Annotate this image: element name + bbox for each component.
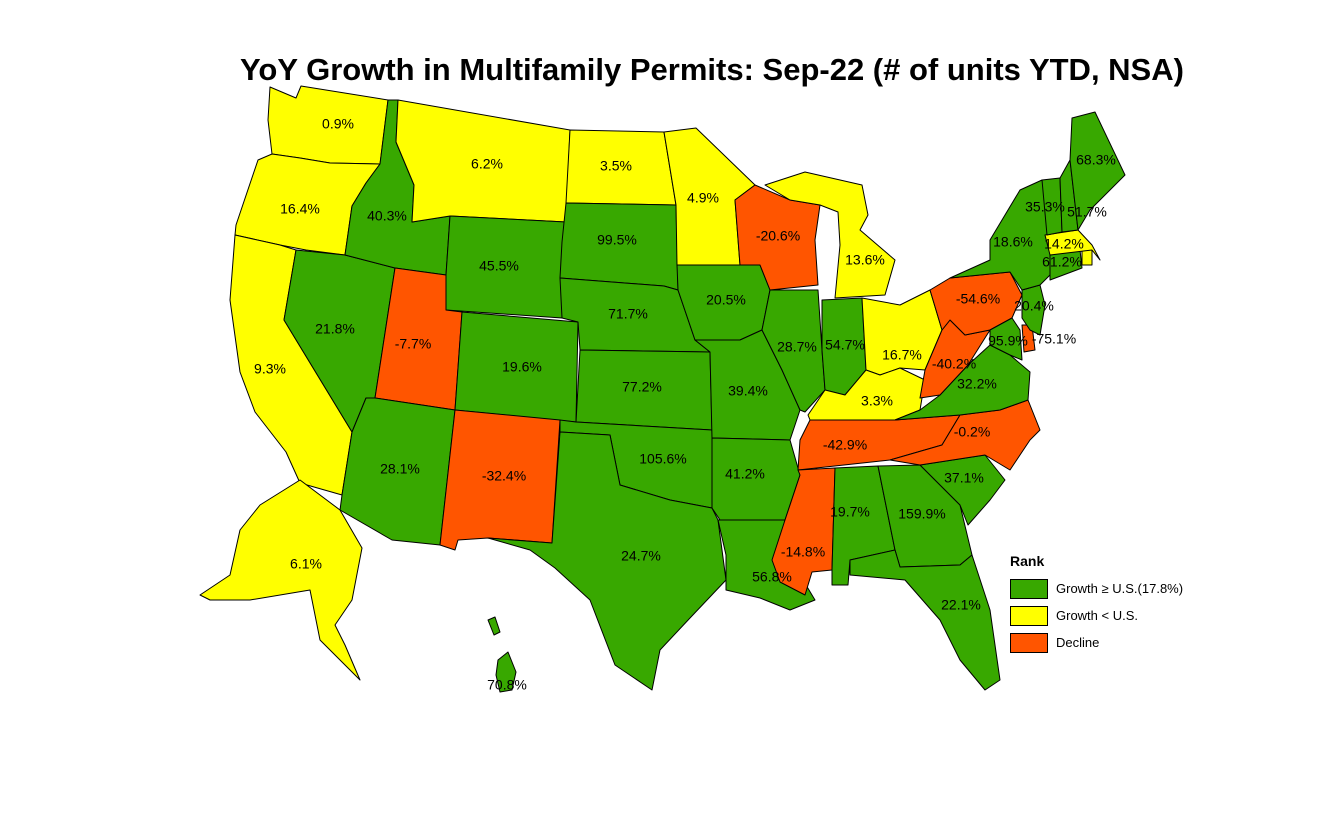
state-label-nc: -0.2% — [954, 424, 991, 440]
state-label-md: 95.9% — [988, 333, 1028, 349]
state-label-ga: 159.9% — [898, 506, 945, 522]
state-ri[interactable] — [1081, 249, 1093, 266]
legend-swatch-decline — [1010, 632, 1048, 653]
state-label-sc: 37.1% — [944, 470, 984, 486]
state-label-ma: 14.2% — [1044, 236, 1084, 252]
state-label-ok: 105.6% — [639, 451, 686, 467]
state-wy[interactable] — [445, 215, 567, 319]
state-label-nh: 51.7% — [1067, 204, 1107, 220]
legend-item-decline: Decline — [1010, 629, 1183, 656]
state-label-ct: 61.2% — [1042, 254, 1082, 270]
state-label-ky: 3.3% — [861, 393, 893, 409]
legend: Rank Growth ≥ U.S.(17.8%) Growth < U.S. … — [1010, 553, 1183, 656]
state-label-tx: 24.7% — [621, 548, 661, 564]
state-nm[interactable] — [439, 409, 561, 551]
state-label-id: 40.3% — [367, 208, 407, 224]
legend-label-growth-below: Growth < U.S. — [1056, 608, 1138, 623]
state-label-va: 32.2% — [957, 376, 997, 392]
legend-swatch-growth-above — [1010, 578, 1048, 599]
state-label-ks: 77.2% — [622, 379, 662, 395]
state-label-mo: 39.4% — [728, 383, 768, 399]
state-label-sd: 99.5% — [597, 232, 637, 248]
state-label-wa: 0.9% — [322, 116, 354, 132]
state-label-vt: 35.3% — [1025, 199, 1065, 215]
state-label-de: -75.1% — [1032, 331, 1076, 347]
state-label-mi: 13.6% — [845, 252, 885, 268]
state-label-or: 16.4% — [280, 201, 320, 217]
state-label-co: 19.6% — [502, 359, 542, 375]
state-label-ut: -7.7% — [395, 336, 432, 352]
legend-swatch-growth-below — [1010, 605, 1048, 626]
state-label-wi: -20.6% — [756, 228, 800, 244]
state-label-wy: 45.5% — [479, 258, 519, 274]
state-label-fl: 22.1% — [941, 597, 981, 613]
state-label-tn: -42.9% — [823, 437, 867, 453]
legend-item-growth-below: Growth < U.S. — [1010, 602, 1183, 629]
state-label-la: 56.8% — [752, 569, 792, 585]
state-label-oh: 16.7% — [882, 347, 922, 363]
map-title: YoY Growth in Multifamily Permits: Sep-2… — [240, 52, 1184, 87]
legend-label-decline: Decline — [1056, 635, 1100, 650]
state-label-ar: 41.2% — [725, 466, 765, 482]
state-label-ca: 9.3% — [254, 361, 286, 377]
state-label-mt: 6.2% — [471, 156, 503, 172]
state-label-nv: 21.8% — [315, 321, 355, 337]
state-label-il: 28.7% — [777, 339, 817, 355]
state-md[interactable] — [989, 317, 1023, 361]
state-label-ak: 6.1% — [290, 556, 322, 572]
state-label-ne: 71.7% — [608, 306, 648, 322]
state-label-al: 19.7% — [830, 504, 870, 520]
state-label-nm: -32.4% — [482, 468, 526, 484]
state-label-in: 54.7% — [825, 337, 865, 353]
state-il[interactable] — [761, 289, 826, 413]
state-label-hi: 70.8% — [487, 677, 527, 693]
state-label-me: 68.3% — [1076, 152, 1116, 168]
state-me[interactable] — [1069, 111, 1126, 231]
legend-title: Rank — [1010, 553, 1045, 569]
state-label-pa: -54.6% — [956, 291, 1000, 307]
state-mi[interactable] — [764, 171, 896, 299]
legend-label-growth-above: Growth ≥ U.S.(17.8%) — [1056, 581, 1184, 596]
state-label-ms: -14.8% — [781, 544, 825, 560]
state-nc[interactable] — [889, 399, 1041, 471]
state-label-az: 28.1% — [380, 461, 420, 477]
state-label-wv: -40.2% — [932, 356, 976, 372]
state-label-nj: 20.4% — [1014, 298, 1054, 314]
state-label-nd: 3.5% — [600, 158, 632, 174]
state-ca[interactable] — [229, 234, 353, 496]
state-ak[interactable] — [199, 479, 363, 681]
state-hi[interactable] — [487, 616, 501, 636]
state-tx[interactable] — [487, 431, 727, 691]
state-label-mn: 4.9% — [687, 190, 719, 206]
state-hi-island[interactable] — [495, 651, 517, 693]
state-fl[interactable] — [849, 549, 1001, 691]
state-label-ia: 20.5% — [706, 292, 746, 308]
legend-item-growth-above: Growth ≥ U.S.(17.8%) — [1010, 575, 1183, 602]
state-label-ny: 18.6% — [993, 234, 1033, 250]
